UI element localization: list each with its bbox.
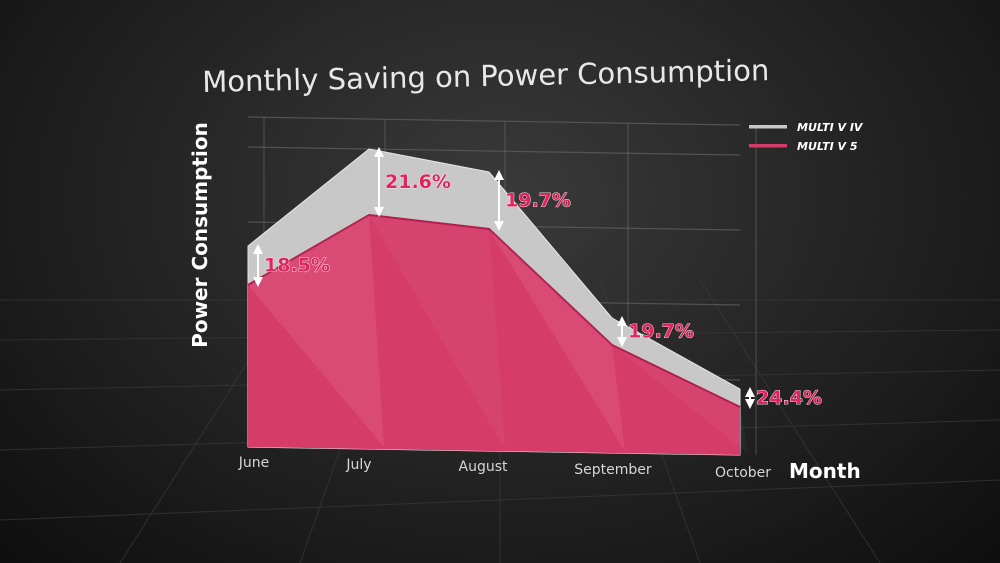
- gridline: [247, 116, 741, 126]
- saving-label: 18.5%: [264, 255, 330, 277]
- x-tick-label: June: [238, 455, 270, 471]
- legend: MULTI V IV MULTI V 5: [749, 121, 864, 153]
- saving-label: 19.7%: [505, 190, 571, 212]
- legend-swatch-multi-v-iv: [749, 125, 787, 129]
- x-tick-label: October: [715, 465, 771, 481]
- legend-label-multi-v-5: MULTI V 5: [797, 140, 858, 153]
- saving-label: 21.6%: [385, 171, 451, 193]
- line-multi-v-5: [247, 213, 741, 408]
- area-facet: [612, 345, 748, 453]
- saving-arrows: [253, 147, 755, 409]
- x-tick-label: September: [574, 462, 652, 478]
- legend-swatch-multi-v-5: [749, 144, 787, 148]
- saving-labels: 18.5% 21.6% 19.7% 19.7% 24.4%: [264, 171, 823, 410]
- x-tick-labels: June July August September October: [238, 455, 772, 481]
- chart-title: Monthly Saving on Power Consumption: [202, 53, 770, 99]
- y-axis-label: Power Consumption: [188, 122, 212, 348]
- x-tick-label: July: [345, 457, 371, 473]
- saving-label: 24.4%: [756, 387, 822, 409]
- saving-label: 19.7%: [628, 321, 694, 343]
- area-facet: [369, 215, 505, 449]
- x-axis-label: Month: [789, 459, 861, 483]
- area-facet: [489, 229, 625, 451]
- gridline: [247, 146, 741, 156]
- area-multi-v-5: [248, 215, 740, 455]
- series-areas: [247, 148, 748, 456]
- x-tick-label: August: [459, 459, 509, 475]
- legend-label-multi-v-iv: MULTI V IV: [797, 121, 864, 134]
- area-facet: [248, 215, 384, 447]
